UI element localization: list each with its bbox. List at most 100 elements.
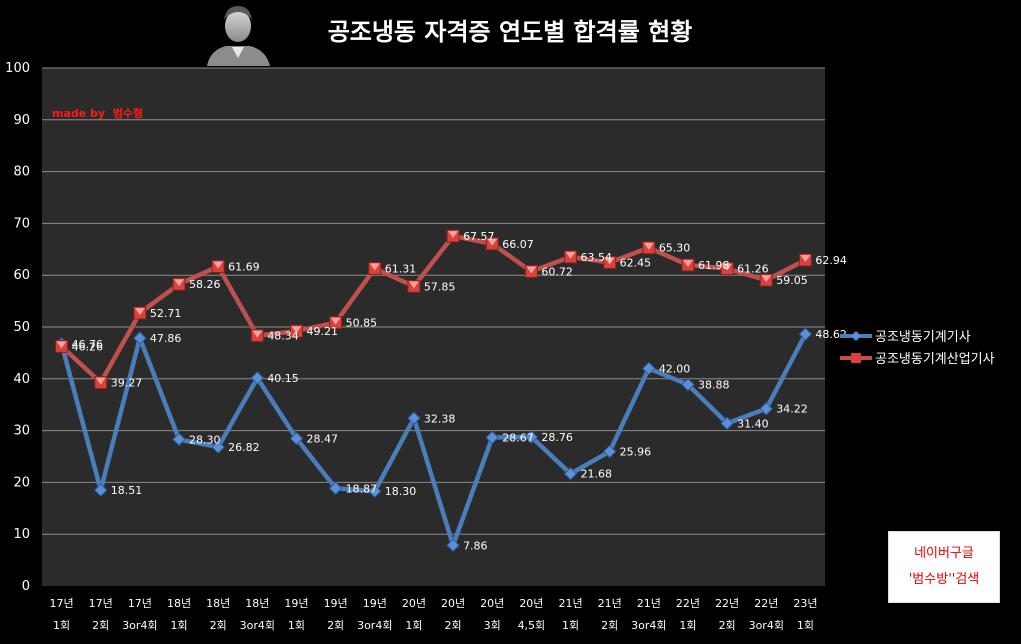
x-tick-label-round: 3or4회 [749, 619, 784, 632]
data-label: 25.96 [620, 446, 652, 459]
x-tick-label-round: 1회 [170, 619, 187, 632]
data-point-diamond [368, 484, 382, 498]
data-point-diamond [94, 483, 108, 497]
x-tick-label-round: 1회 [679, 619, 696, 632]
search-stamp: 네이버구글 '범수방''검색 [888, 531, 1000, 603]
x-tick-label-year: 17년 [128, 597, 152, 610]
chart-title: 공조냉동 자격증 연도별 합격률 현황 [328, 18, 693, 46]
data-label: 18.87 [346, 482, 378, 495]
x-tick-label-year: 19년 [284, 597, 308, 610]
x-tick-label-round: 2회 [601, 619, 618, 632]
data-point-diamond [172, 432, 186, 447]
x-tick-label-year: 21년 [558, 597, 582, 610]
x-tick-label-year: 17년 [50, 597, 74, 610]
data-label: 65.30 [659, 242, 691, 255]
data-point-diamond [563, 466, 578, 481]
data-label: 28.30 [189, 433, 221, 446]
data-point-highlight [448, 230, 459, 238]
data-label: 18.51 [111, 484, 143, 497]
legend-label: 공조냉동기계산업기사 [875, 352, 995, 367]
x-tick-label-year: 22년 [715, 597, 739, 610]
x-tick-label-year: 21년 [637, 597, 661, 610]
stamp-line-2: '범수방''검색 [908, 572, 980, 587]
data-label: 42.00 [659, 362, 691, 375]
series-line-2 [60, 233, 807, 385]
data-label: 7.86 [463, 539, 488, 552]
data-label: 63.54 [581, 251, 613, 264]
data-point-diamond [602, 444, 617, 459]
x-tick-label-round: 1회 [53, 619, 70, 632]
data-label: 38.88 [698, 379, 730, 392]
x-tick-label-round: 3or4회 [122, 619, 157, 632]
x-tick-label-round: 2회 [719, 619, 736, 632]
data-point-diamond [211, 440, 225, 454]
data-label: 50.85 [346, 317, 378, 330]
series-line-1 [59, 333, 808, 548]
data-label: 66.07 [502, 238, 533, 251]
data-point-diamond [133, 331, 147, 345]
data-point-highlight [761, 275, 772, 283]
data-point-diamond [485, 430, 499, 445]
data-label: 58.26 [189, 278, 221, 291]
data-point-highlight [408, 281, 419, 289]
data-label: 49.21 [306, 325, 338, 338]
y-tick-label: 100 [5, 61, 30, 76]
data-point-highlight [134, 307, 145, 315]
data-label: 18.30 [385, 485, 417, 498]
data-point-highlight [174, 279, 185, 287]
x-tick-label-round: 1회 [562, 619, 579, 632]
data-label: 48.34 [267, 330, 299, 343]
y-tick-label: 80 [13, 165, 30, 180]
data-label: 28.67 [502, 431, 533, 444]
series-layer [54, 229, 813, 552]
data-labels: 46.76 18.51 47.86 28.30 26.82 40.15 28.47 18.87… [72, 230, 847, 552]
x-tick-label-round: 3or4회 [240, 619, 275, 632]
y-tick-label: 90 [13, 113, 30, 128]
data-label: 47.86 [150, 332, 182, 345]
data-label: 40.15 [267, 372, 299, 385]
data-point-diamond [328, 481, 343, 495]
x-tick-label-round: 3or4회 [631, 619, 666, 632]
data-point-diamond [289, 431, 304, 446]
data-point-diamond [642, 361, 656, 376]
y-tick-label: 10 [13, 527, 30, 542]
data-label: 32.38 [424, 412, 456, 425]
y-tick-label: 20 [13, 475, 30, 490]
x-axis: 17년 1회 17년 2회 17년 3or4회 18년 1회 18년 2회 18년 3or4회 19년 1… [50, 597, 818, 632]
x-tick-label-round: 2회 [445, 619, 462, 632]
data-label: 62.45 [620, 257, 652, 270]
x-tick-label-year: 18년 [206, 597, 230, 610]
x-tick-label-year: 20년 [402, 597, 426, 610]
x-tick-label-round: 1회 [405, 619, 422, 632]
data-label: 60.72 [541, 265, 573, 278]
data-point-highlight [252, 330, 263, 338]
credit-text: made by 범수형 [52, 106, 143, 120]
data-label: 46.26 [72, 340, 104, 353]
legend-marker [851, 353, 861, 363]
x-tick-label-round: 2회 [92, 619, 109, 632]
y-tick-label: 70 [13, 216, 30, 231]
data-point-diamond [798, 327, 813, 341]
x-tick-label-round: 1회 [797, 619, 814, 632]
x-tick-label-year: 18년 [245, 597, 269, 610]
data-label: 59.05 [776, 274, 808, 287]
data-point-diamond [720, 416, 734, 431]
x-tick-label-round: 1회 [288, 619, 305, 632]
data-label: 46.76 [72, 338, 104, 351]
data-label: 61.31 [385, 262, 417, 275]
x-tick-label-year: 17년 [89, 597, 113, 610]
data-point-highlight [369, 263, 380, 271]
y-tick-label: 40 [13, 372, 30, 387]
data-label: 57.85 [424, 280, 456, 293]
data-point-diamond [407, 411, 421, 425]
x-tick-label-year: 18년 [167, 597, 191, 610]
x-tick-label-year: 21년 [598, 597, 622, 610]
x-tick-label-round: 4,5회 [518, 619, 546, 632]
data-label: 26.82 [228, 441, 259, 454]
data-label: 21.68 [581, 468, 613, 481]
x-tick-label-year: 20년 [480, 597, 504, 610]
x-tick-label-year: 23년 [793, 597, 817, 610]
data-point-highlight [722, 263, 733, 271]
